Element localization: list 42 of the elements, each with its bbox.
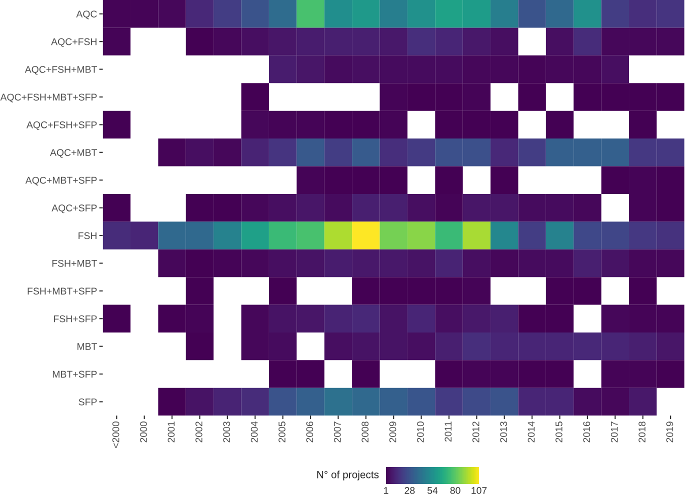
color-bar-label: 54 <box>427 487 438 494</box>
y-tick-label: FSH+SFP <box>54 315 97 322</box>
x-tick-label: 2001 <box>168 422 175 442</box>
x-tick-label: 2007 <box>334 422 341 442</box>
x-tick-label: 2013 <box>500 422 507 442</box>
y-tick-label: AQC+MBT <box>50 149 98 158</box>
x-tick-label: 2003 <box>223 422 230 442</box>
y-tick-label: AQC+FSH+MBT <box>24 66 98 75</box>
y-tick-label: AQC <box>76 10 97 20</box>
y-tick-label: FSH+MBT <box>52 260 98 267</box>
x-tick-label: 2017 <box>610 422 618 442</box>
x-tick-label: 2002 <box>195 422 202 442</box>
color-bar-label: 28 <box>404 487 415 494</box>
color-bar-label: 107 <box>472 487 487 494</box>
x-tick-label: 2019 <box>666 422 674 442</box>
y-tick-label: FSH+MBT+SFP <box>28 288 97 295</box>
y-tick-label: SFP <box>78 398 97 406</box>
x-tick-label: 2006 <box>306 422 314 442</box>
x-tick-label: 2009 <box>389 422 396 442</box>
y-tick-label: AQC+FSH <box>51 38 96 47</box>
color-bar-label: 1 <box>384 487 388 494</box>
x-tick-label: 2018 <box>638 422 646 442</box>
x-tick-label: <2000 <box>112 422 120 448</box>
color-bar-label: 80 <box>450 487 460 494</box>
y-tick-label: FSH <box>78 232 96 240</box>
y-tick-label: AQC+FSH+MBT+SFP <box>0 94 97 102</box>
x-tick-label: 2008 <box>362 422 369 442</box>
y-tick-label: AQC+SFP <box>52 204 97 214</box>
x-tick-label: 2014 <box>528 421 535 442</box>
x-tick-label: 2015 <box>555 422 562 442</box>
y-tick-label: MBT <box>78 343 98 350</box>
color-bar-title: N° of projects <box>317 470 379 480</box>
y-tick-label: MBT+SFP <box>52 370 97 378</box>
x-tick-label: 2004 <box>250 421 258 442</box>
x-tick-label: 2016 <box>583 422 590 442</box>
x-tick-label: 2011 <box>444 422 452 442</box>
x-tick-label: 2010 <box>417 422 424 442</box>
x-tick-label: 2000 <box>140 422 147 442</box>
y-tick-label: AQC+MBT+SFP <box>25 176 97 186</box>
x-tick-label: 2005 <box>278 422 286 442</box>
x-tick-label: 2012 <box>472 422 480 442</box>
y-tick-label: AQC+FSH+SFP <box>26 121 97 130</box>
